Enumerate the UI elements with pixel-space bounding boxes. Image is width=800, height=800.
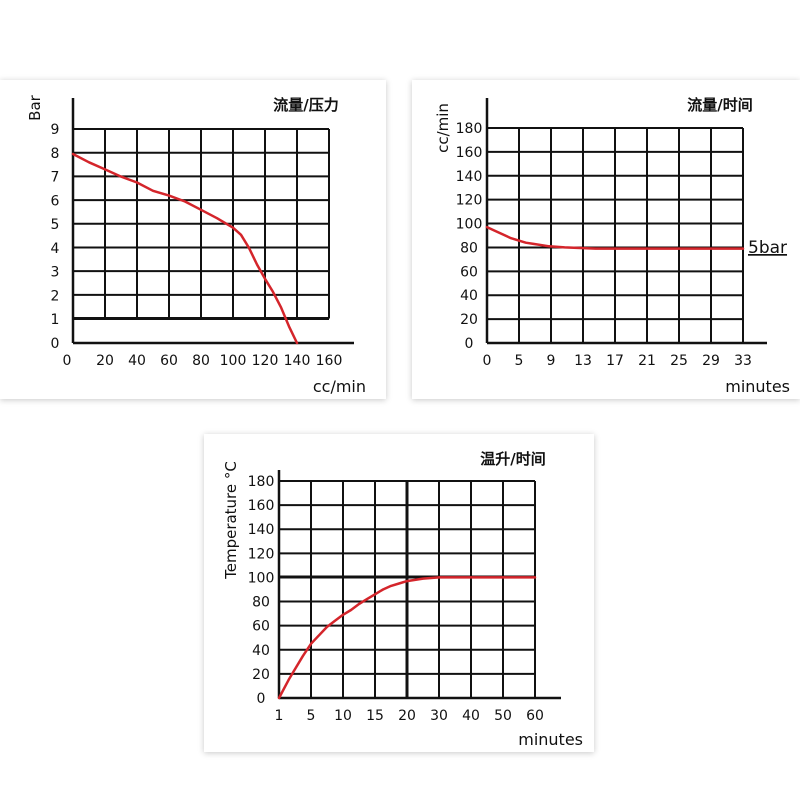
chart2-y-tick-80: 80 — [252, 595, 270, 611]
chart2-y-axis-label: Temperature °C — [222, 461, 240, 580]
chart1-x-tick-13: 13 — [574, 353, 592, 369]
chart-panel-flow-time — [412, 80, 800, 399]
chart2-x-tick-1: 1 — [275, 708, 284, 724]
chart1-x-tick-9: 9 — [547, 353, 556, 369]
chart2-y-tick-140: 140 — [248, 522, 275, 538]
chart0-x-tick-0: 0 — [63, 353, 72, 369]
chart2-x-tick-5: 5 — [307, 708, 316, 724]
chart1-y-tick-60: 60 — [460, 264, 478, 280]
chart0-y-tick-4: 4 — [51, 241, 60, 257]
chart0-x-axis-label: cc/min — [313, 377, 366, 396]
chart1-title: 流量/时间 — [687, 96, 752, 114]
chart1-annotation-5bar: 5bar — [748, 238, 787, 258]
chart1-y-tick-0: 0 — [465, 336, 474, 352]
chart2-series-line — [277, 576, 537, 700]
chart0-x-tick-60: 60 — [160, 353, 178, 369]
chart1-y-tick-120: 120 — [456, 193, 483, 209]
chart2-x-tick-10: 10 — [334, 708, 352, 724]
chart0-y-tick-8: 8 — [51, 146, 60, 162]
chart2-x-tick-50: 50 — [494, 708, 512, 724]
chart1-x-tick-21: 21 — [638, 353, 656, 369]
chart2-title: 温升/时间 — [480, 450, 545, 468]
chart0-x-tick-120: 120 — [252, 353, 279, 369]
chart0-x-tick-160: 160 — [316, 353, 343, 369]
chart2-y-tick-20: 20 — [252, 667, 270, 683]
chart0-y-tick-3: 3 — [51, 265, 60, 281]
chart2-x-tick-40: 40 — [462, 708, 480, 724]
chart2-x-tick-60: 60 — [526, 708, 544, 724]
chart1-y-tick-140: 140 — [456, 169, 483, 185]
chart0-y-tick-7: 7 — [51, 170, 60, 186]
chart1-y-tick-180: 180 — [456, 121, 483, 137]
chart1-y-tick-20: 20 — [460, 312, 478, 328]
chart1-x-tick-33: 33 — [734, 353, 752, 369]
chart0-y-axis-label: Bar — [26, 94, 44, 120]
chart2-y-tick-180: 180 — [248, 474, 275, 490]
chart0-x-tick-40: 40 — [128, 353, 146, 369]
chart1-y-tick-160: 160 — [456, 145, 483, 161]
chart2-y-tick-0: 0 — [257, 691, 266, 707]
chart0-y-tick-1: 1 — [51, 312, 60, 328]
chart1-y-tick-80: 80 — [460, 240, 478, 256]
chart1-x-tick-25: 25 — [670, 353, 688, 369]
chart2-x-tick-15: 15 — [366, 708, 384, 724]
chart0-x-tick-80: 80 — [192, 353, 210, 369]
chart-panel-flow-pressure — [0, 80, 386, 399]
chart2-y-tick-120: 120 — [248, 546, 275, 562]
chart1-x-tick-29: 29 — [702, 353, 720, 369]
chart1-series-line — [485, 225, 745, 250]
chart0-y-tick-6: 6 — [51, 193, 60, 209]
chart0-series-line — [71, 152, 299, 345]
chart2-x-tick-30: 30 — [430, 708, 448, 724]
chart2-y-tick-100: 100 — [248, 570, 275, 586]
chart1-x-tick-5: 5 — [515, 353, 524, 369]
chart0-y-tick-0: 0 — [51, 336, 60, 352]
chart2-y-tick-60: 60 — [252, 619, 270, 635]
chart2-x-tick-20: 20 — [398, 708, 416, 724]
chart1-y-axis-label: cc/min — [434, 103, 452, 153]
chart0-x-tick-20: 20 — [96, 353, 114, 369]
chart1-y-tick-40: 40 — [460, 288, 478, 304]
chart1-y-tick-100: 100 — [456, 217, 483, 233]
chart0-y-tick-9: 9 — [51, 122, 60, 138]
chart0-x-tick-100: 100 — [220, 353, 247, 369]
chart2-x-axis-label: minutes — [518, 730, 583, 749]
chart0-y-tick-2: 2 — [51, 288, 60, 304]
chart0-title: 流量/压力 — [273, 96, 338, 114]
chart2-y-tick-40: 40 — [252, 643, 270, 659]
chart0-y-tick-5: 5 — [51, 217, 60, 233]
chart1-x-tick-0: 0 — [483, 353, 492, 369]
chart0-x-tick-140: 140 — [284, 353, 311, 369]
chart1-x-tick-17: 17 — [606, 353, 624, 369]
chart2-y-tick-160: 160 — [248, 498, 275, 514]
chart1-x-axis-label: minutes — [725, 377, 790, 396]
